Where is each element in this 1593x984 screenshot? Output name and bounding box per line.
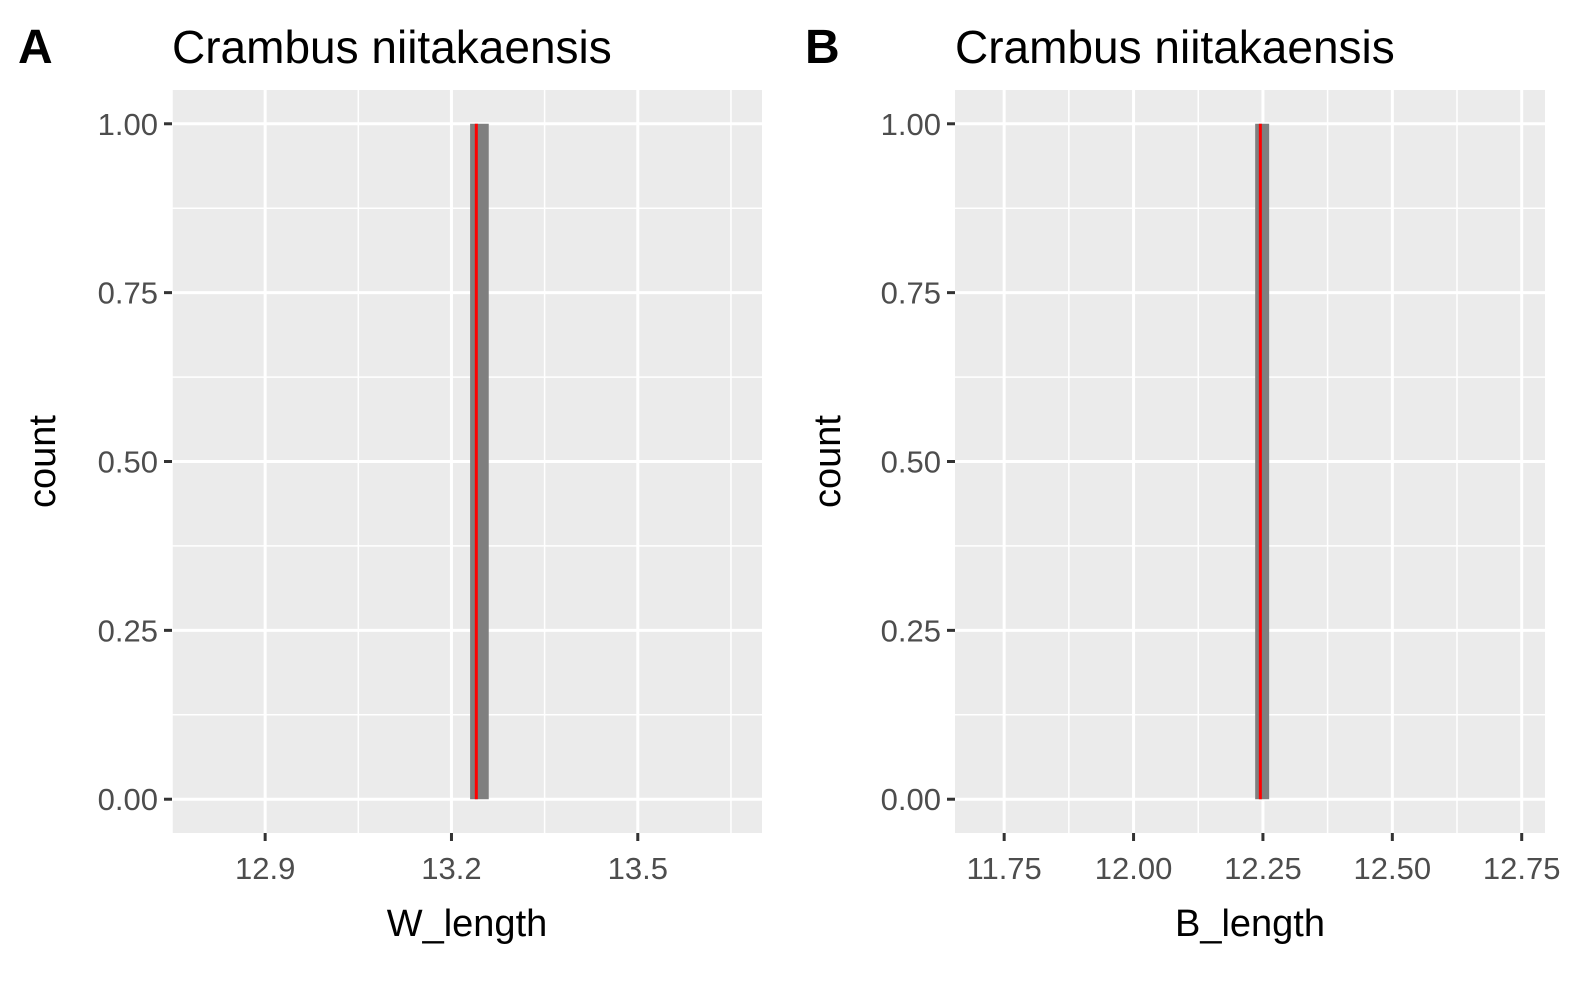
y-tick-label: 0.00 xyxy=(881,782,941,817)
histogram-bar xyxy=(470,123,489,800)
y-tick-label: 0.25 xyxy=(881,613,941,648)
panel-tag: B xyxy=(805,21,840,74)
x-tick-label: 11.75 xyxy=(967,851,1042,886)
histogram-bar xyxy=(1255,123,1270,800)
x-tick-label: 12.9 xyxy=(235,851,295,886)
panel-b: 0.00 0.25 0.50 0.75 1.00 11.75 12.00 12.25 12.50… xyxy=(805,21,1560,945)
panel-tag: A xyxy=(18,21,53,74)
x-axis-title: W_length xyxy=(387,903,548,945)
y-tick-label: 0.50 xyxy=(98,445,158,480)
y-axis-title: count xyxy=(807,415,849,508)
y-tick-label: 0.25 xyxy=(98,613,158,648)
y-tick-label: 0.50 xyxy=(881,445,941,480)
y-tick-label: 0.75 xyxy=(881,276,941,311)
chart-title: Crambus niitakaensis xyxy=(955,21,1395,73)
y-tick-label: 0.75 xyxy=(98,276,158,311)
y-tick-label: 1.00 xyxy=(881,107,941,142)
x-axis-title: B_length xyxy=(1175,903,1325,945)
y-axis-title: count xyxy=(22,415,64,508)
x-tick-label: 13.2 xyxy=(421,851,481,886)
x-tick-label: 12.50 xyxy=(1354,851,1432,886)
x-tick-label: 12.75 xyxy=(1483,851,1561,886)
x-tick-label: 12.25 xyxy=(1224,851,1302,886)
x-tick-label: 13.5 xyxy=(608,851,668,886)
panel-a: 0.00 0.25 0.50 0.75 1.00 12.9 13.2 13.5 A Crambus… xyxy=(18,21,762,945)
x-tick-label: 12.00 xyxy=(1095,851,1173,886)
y-tick-label: 1.00 xyxy=(98,107,158,142)
y-tick-label: 0.00 xyxy=(98,782,158,817)
chart-title: Crambus niitakaensis xyxy=(172,21,612,73)
